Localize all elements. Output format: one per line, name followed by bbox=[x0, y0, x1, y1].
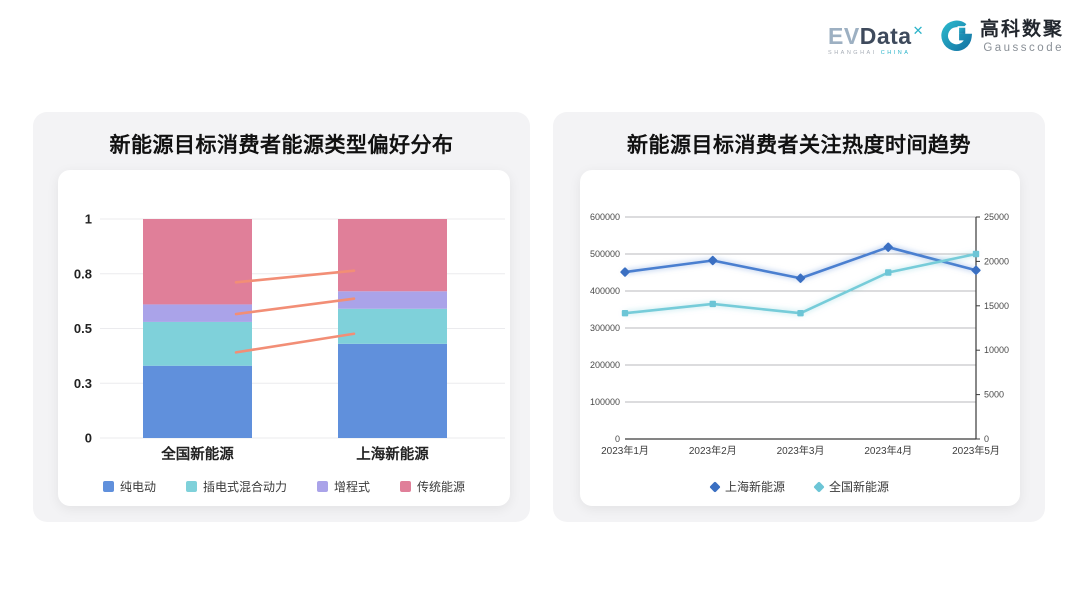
right-axis-tick-label: 20000 bbox=[984, 256, 1009, 266]
connector-line bbox=[234, 332, 356, 354]
y-axis-tick-label: 0.5 bbox=[74, 321, 92, 336]
legend-marker-icon bbox=[813, 480, 825, 493]
legend-item[interactable]: 插电式混合动力 bbox=[185, 478, 287, 495]
data-point bbox=[883, 242, 893, 252]
connector-line bbox=[234, 269, 356, 284]
data-point bbox=[709, 300, 716, 308]
line-chart-panel: 0 100000 200000 300000 400000 500000 600000 0 50… bbox=[580, 170, 1020, 506]
legend-marker-icon bbox=[185, 481, 197, 492]
left-axis-tick-label: 600000 bbox=[590, 212, 620, 222]
x-axis-month-label: 2023年3月 bbox=[777, 444, 825, 457]
data-point bbox=[971, 265, 981, 275]
right-axis-tick-label: 5000 bbox=[984, 390, 1004, 400]
legend-marker-icon bbox=[317, 481, 328, 492]
bar-segment bbox=[338, 308, 447, 344]
bar-segment bbox=[143, 304, 252, 322]
line-chart: 0 100000 200000 300000 400000 500000 600000 0 50… bbox=[590, 212, 1009, 457]
bar-segment bbox=[143, 219, 252, 305]
x-axis-month-label: 2023年4月 bbox=[864, 444, 912, 457]
right-axis-tick-label: 15000 bbox=[984, 301, 1009, 311]
legend-item[interactable]: 传统能源 bbox=[400, 478, 465, 495]
left-axis-tick-label: 400000 bbox=[590, 286, 620, 296]
legend-label: 上海新能源 bbox=[724, 480, 785, 494]
legend-item[interactable]: 全国新能源 bbox=[813, 478, 890, 495]
right-axis-tick-label: 10000 bbox=[984, 345, 1009, 355]
legend-label: 插电式混合动力 bbox=[202, 480, 287, 494]
connector-line bbox=[234, 297, 356, 316]
left-axis-tick-label: 200000 bbox=[590, 360, 620, 370]
data-point bbox=[885, 269, 892, 276]
legend-marker-icon bbox=[102, 481, 114, 492]
legend-item[interactable]: 纯电动 bbox=[102, 478, 156, 495]
legend-item[interactable]: 上海新能源 bbox=[709, 478, 785, 495]
bar-chart: 0 0.3 0.5 0.8 1 全国新能源 上海新能源 bbox=[74, 212, 505, 463]
left-axis-tick-label: 100000 bbox=[590, 397, 620, 407]
legend-marker-icon bbox=[709, 480, 721, 493]
data-point bbox=[708, 255, 718, 266]
gausscode-g-icon bbox=[940, 20, 973, 58]
header-logos: EVData✕ SHANGHAI CHINA 高科数聚 Gauss bbox=[828, 20, 1064, 58]
legend-item[interactable]: 增程式 bbox=[317, 478, 370, 495]
series-line bbox=[624, 252, 977, 315]
x-axis-month-label: 2023年2月 bbox=[689, 444, 737, 457]
x-axis-month-label: 2023年1月 bbox=[601, 444, 649, 457]
y-axis-tick-label: 1 bbox=[85, 212, 92, 227]
gausscode-logo: 高科数聚 Gausscode bbox=[940, 20, 1064, 58]
bar-segment bbox=[143, 321, 252, 366]
line-chart-legend: 上海新能源 全国新能源 bbox=[580, 478, 1020, 495]
data-point bbox=[795, 273, 806, 283]
left-axis-tick-label: 0 bbox=[615, 434, 620, 444]
bar-segment bbox=[143, 365, 252, 438]
line-chart-card: 新能源目标消费者关注热度时间趋势 0 100000 200000 300000 4000… bbox=[553, 112, 1045, 522]
data-point bbox=[972, 250, 980, 258]
legend-label: 增程式 bbox=[334, 480, 371, 494]
bar-segment bbox=[338, 343, 447, 438]
y-axis-tick-label: 0.8 bbox=[74, 266, 92, 281]
gausscode-name: 高科数聚 bbox=[979, 19, 1064, 40]
x-axis-category-label: 全国新能源 bbox=[160, 445, 234, 463]
evdata-logo: EVData✕ SHANGHAI CHINA bbox=[828, 20, 924, 57]
data-point bbox=[620, 267, 630, 277]
right-axis-tick-label: 0 bbox=[984, 434, 989, 444]
y-axis-tick-label: 0.3 bbox=[74, 376, 92, 391]
line-chart-title: 新能源目标消费者关注热度时间趋势 bbox=[627, 134, 971, 157]
gausscode-subtext: Gausscode bbox=[983, 42, 1064, 54]
right-axis-tick-label: 25000 bbox=[984, 212, 1009, 222]
bar-segment bbox=[338, 291, 447, 309]
data-point bbox=[797, 310, 804, 317]
legend-label: 传统能源 bbox=[417, 480, 466, 494]
bar-segment bbox=[338, 219, 447, 292]
x-axis-category-label: 上海新能源 bbox=[356, 445, 429, 463]
bar-chart-panel: 0 0.3 0.5 0.8 1 全国新能源 上海新能源 纯电动 插电式混合动力 增程式 传统能源 bbox=[58, 170, 510, 506]
left-axis-tick-label: 300000 bbox=[590, 323, 620, 333]
evdata-subtext: SHANGHAI CHINA bbox=[828, 50, 911, 56]
legend-marker-icon bbox=[400, 481, 412, 492]
evdata-x-icon: ✕ bbox=[912, 23, 924, 38]
x-axis-month-label: 2023年5月 bbox=[952, 444, 1000, 457]
legend-label: 全国新能源 bbox=[829, 480, 890, 494]
left-axis-tick-label: 500000 bbox=[590, 249, 620, 259]
bar-chart-legend: 纯电动 插电式混合动力 增程式 传统能源 bbox=[58, 478, 510, 495]
bar-chart-card: 新能源目标消费者能源类型偏好分布 0 0.3 0.5 0.8 1 全国新能源 上海新能源 纯… bbox=[33, 112, 530, 522]
y-axis-tick-label: 0 bbox=[85, 431, 92, 446]
data-point bbox=[621, 310, 629, 317]
evdata-wordmark: EVData✕ bbox=[828, 23, 924, 49]
bar-chart-title: 新能源目标消费者能源类型偏好分布 bbox=[109, 134, 454, 157]
legend-label: 纯电动 bbox=[119, 480, 156, 494]
